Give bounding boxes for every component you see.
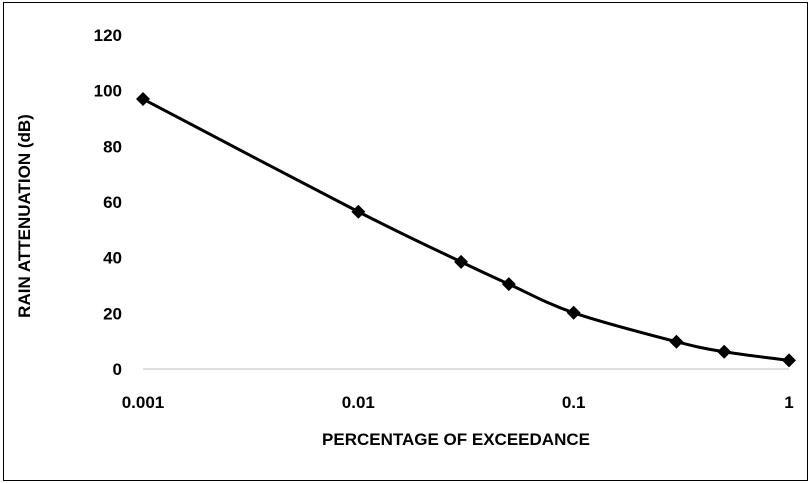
x-tick-label: 0.01	[342, 393, 375, 412]
chart-frame	[3, 2, 808, 481]
y-tick-label: 60	[103, 193, 122, 212]
data-point	[566, 305, 581, 320]
data-point	[717, 344, 732, 359]
series-line	[142, 97, 790, 362]
x-tick-label: 1	[784, 393, 793, 412]
x-axis-label: PERCENTAGE OF EXCEEDANCE	[322, 430, 590, 449]
y-axis-label: RAIN ATTENUATION (dB)	[15, 114, 34, 318]
y-tick-label: 20	[103, 304, 122, 323]
data-point	[669, 334, 684, 349]
y-tick-label: 0	[113, 360, 122, 379]
y-tick-labels: 0 20 40 60 80 100 120	[94, 26, 122, 379]
y-tick-label: 80	[103, 137, 122, 156]
x-tick-labels: 0.001 0.01 0.1 1	[122, 393, 794, 412]
x-tick-label: 0.001	[122, 393, 165, 412]
data-point	[782, 353, 796, 368]
data-point	[501, 277, 516, 292]
data-point	[351, 204, 366, 219]
x-tick-label: 0.1	[562, 393, 586, 412]
data-point	[454, 254, 469, 269]
y-tick-label: 40	[103, 249, 122, 268]
y-tick-label: 120	[94, 26, 122, 45]
y-tick-label: 100	[94, 82, 122, 101]
data-points	[136, 92, 796, 368]
data-point	[136, 92, 150, 107]
